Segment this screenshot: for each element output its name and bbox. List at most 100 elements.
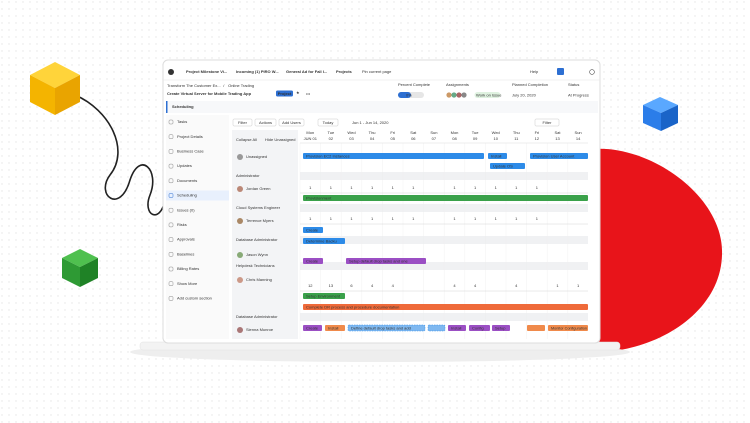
pane-action[interactable]: Collapse All bbox=[236, 137, 257, 142]
task-bar[interactable] bbox=[303, 304, 588, 310]
task-bar[interactable] bbox=[346, 258, 426, 264]
task-bar[interactable] bbox=[303, 238, 345, 244]
task-label: Update OS bbox=[493, 163, 513, 168]
date: 09 bbox=[473, 136, 478, 141]
nav-icon bbox=[168, 266, 174, 272]
left-nav bbox=[166, 115, 229, 339]
task-bar[interactable] bbox=[303, 227, 323, 233]
role-label: Administrator bbox=[236, 173, 260, 178]
date: 11 bbox=[514, 136, 519, 141]
task-bar[interactable] bbox=[325, 325, 345, 331]
nav-tab[interactable]: General Ad for Fall I... bbox=[286, 69, 327, 74]
task-bar[interactable] bbox=[347, 324, 426, 332]
blue-cube bbox=[643, 97, 678, 131]
workload-count: 12 bbox=[308, 283, 313, 288]
weekday: Fri bbox=[390, 130, 395, 135]
progress-bar bbox=[398, 92, 411, 98]
nav-item[interactable]: Scheduling bbox=[177, 193, 197, 198]
today-label: Today bbox=[323, 120, 334, 125]
app-icon bbox=[557, 68, 564, 75]
badge-bg bbox=[276, 90, 293, 97]
task-bar[interactable] bbox=[490, 163, 525, 169]
field-label: Status bbox=[568, 82, 579, 87]
workload-count: 1 bbox=[371, 216, 374, 221]
workload-count: 4 bbox=[371, 283, 374, 288]
toolbar-button[interactable] bbox=[232, 118, 253, 127]
person-name: Terrence Myers bbox=[246, 218, 274, 223]
task-label: Provision User Account bbox=[533, 153, 575, 158]
avatar bbox=[237, 252, 243, 258]
workload-count: 1 bbox=[536, 216, 539, 221]
weekday: Tue bbox=[328, 130, 336, 135]
task-bar[interactable] bbox=[448, 325, 466, 331]
task-label: Install bbox=[491, 153, 502, 158]
task-bar[interactable] bbox=[469, 325, 490, 331]
green-cube bbox=[62, 249, 98, 287]
weekday: Mon bbox=[451, 130, 459, 135]
star[interactable]: ★ bbox=[296, 90, 300, 95]
workload-count: 13 bbox=[329, 283, 334, 288]
avatar bbox=[237, 186, 243, 192]
help-link[interactable]: Help bbox=[530, 69, 539, 74]
task-bar[interactable] bbox=[492, 325, 510, 331]
nav-icon bbox=[168, 252, 174, 257]
nav-item[interactable]: Risks bbox=[177, 222, 187, 227]
task-label: Setup bbox=[495, 325, 506, 330]
more[interactable]: ••• bbox=[306, 91, 311, 96]
date: 12 bbox=[535, 136, 540, 141]
weekday: Tue bbox=[472, 130, 480, 135]
task-bar[interactable] bbox=[303, 153, 484, 159]
today-button[interactable] bbox=[317, 118, 339, 127]
workload-count: 1 bbox=[453, 185, 456, 190]
filter-button[interactable] bbox=[534, 118, 560, 127]
workload-count: 1 bbox=[536, 185, 539, 190]
nav-item[interactable]: Show More bbox=[177, 281, 198, 286]
nav-tab[interactable]: Project Milestone Vi... bbox=[186, 69, 227, 74]
nav-item[interactable]: Baselines bbox=[177, 251, 194, 256]
task-bar[interactable] bbox=[488, 153, 507, 159]
person-name: Sienna Munroe bbox=[246, 327, 274, 332]
avatar bbox=[451, 92, 457, 98]
weekday: Mon bbox=[306, 130, 314, 135]
task-bar[interactable] bbox=[303, 293, 345, 299]
task-bar[interactable] bbox=[548, 325, 588, 331]
role-label: Helpdesk Technicians bbox=[236, 263, 275, 268]
pane-action[interactable]: Hide Unassigned bbox=[265, 137, 295, 142]
field-value: 0% bbox=[406, 92, 412, 97]
nav-item[interactable]: Add custom section bbox=[177, 295, 212, 300]
task-label: Config bbox=[472, 325, 484, 330]
date: 10 bbox=[493, 136, 498, 141]
nav-item[interactable]: Tasks bbox=[177, 119, 187, 124]
avatar bbox=[446, 92, 452, 98]
nav-icon bbox=[168, 134, 174, 139]
nav-item[interactable]: Issues (0) bbox=[177, 207, 195, 212]
nav-tab[interactable]: Projects bbox=[336, 69, 353, 74]
task-bar[interactable] bbox=[530, 153, 588, 159]
nav-item[interactable]: Billing Rates bbox=[177, 266, 199, 271]
extra-bar bbox=[427, 324, 446, 332]
search-icon bbox=[589, 69, 595, 75]
nav-item[interactable]: Business Case bbox=[177, 148, 204, 153]
date: 13 bbox=[555, 136, 560, 141]
task-bar[interactable] bbox=[303, 195, 588, 201]
workload-count: 1 bbox=[392, 216, 395, 221]
task-label: Monitor Configuration bbox=[551, 325, 587, 330]
nav-item[interactable]: Project Details bbox=[177, 134, 203, 139]
toolbar-button[interactable] bbox=[278, 118, 305, 127]
workload-count: 1 bbox=[556, 283, 559, 288]
toolbar-button[interactable] bbox=[254, 118, 277, 127]
nav-tab[interactable]: Incoming (1) PIRO W... bbox=[236, 69, 279, 74]
toolbar-button-label: Actions bbox=[259, 120, 272, 125]
task-label: Install bbox=[328, 325, 339, 330]
workload-count: 1 bbox=[412, 185, 415, 190]
task-bar[interactable] bbox=[303, 325, 322, 331]
nav-item[interactable]: Documents bbox=[177, 178, 197, 183]
avatar bbox=[237, 154, 243, 160]
nav-item[interactable]: Updates bbox=[177, 163, 192, 168]
workload-count: 4 bbox=[474, 283, 477, 288]
nav-item[interactable]: Approvals bbox=[177, 237, 195, 242]
date: JUN 01 bbox=[304, 136, 318, 141]
task-bar[interactable] bbox=[303, 258, 323, 264]
task-label: Setup default drop tasks and one bbox=[349, 258, 408, 263]
pin-link[interactable]: Pin current page bbox=[362, 69, 392, 74]
